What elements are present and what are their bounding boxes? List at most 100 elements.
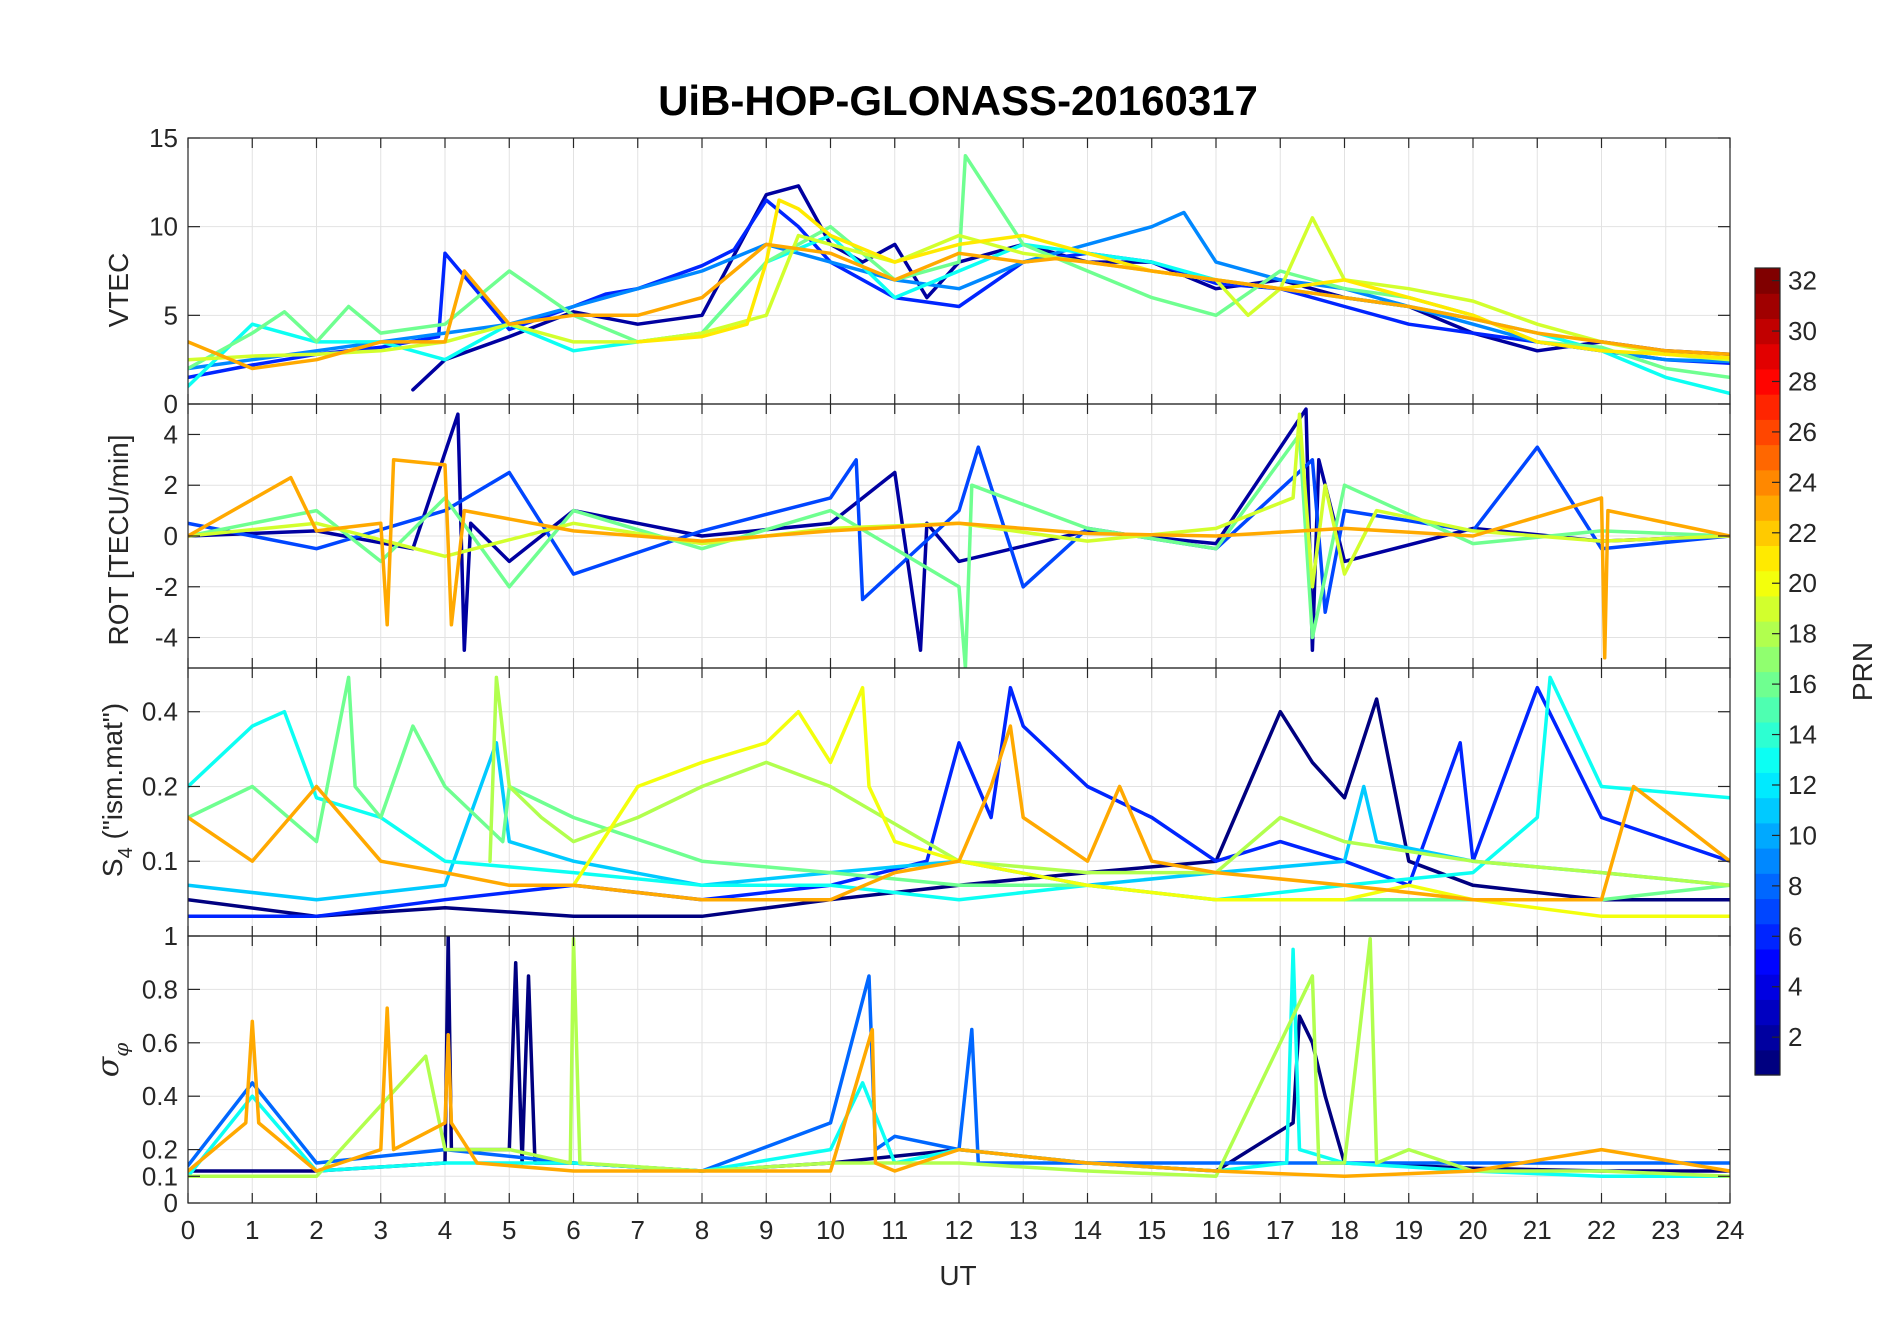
y-tick-label: 0 [164,521,178,551]
y-tick-label: 0.6 [142,1028,178,1058]
y-tick-label: 0.1 [142,846,178,876]
panel-sigma_phi: 00.10.20.40.60.810 1 2 3 4 5 6 7 8 9 10 11 12 13 14 15 1… [91,921,1744,1245]
colorbar-tick-label: 10 [1788,820,1817,850]
y-axis-label: σφ [91,1043,133,1078]
x-tick-label: 7 [631,1215,645,1245]
series-line-prn-2 [411,184,1730,392]
series-line-prn-1 [188,697,1730,919]
colorbar-segment [1755,494,1780,521]
series-group [188,153,1730,396]
series-line-prn-18 [188,936,1730,1179]
y-tick-label: 4 [164,419,178,449]
panel-vtec: 0 5 10 15 VTEC [103,123,1731,419]
y-tick-label: 0.2 [142,771,178,801]
x-tick-label: 4 [438,1215,452,1245]
series-line-prn-19 [188,216,1730,362]
panel-s4: 0.1 0.2 0.4S4 ("ism.mat") [97,667,1731,937]
x-tick-label: 8 [695,1215,709,1245]
x-tick-label: 1 [245,1215,259,1245]
x-tick-label: 17 [1266,1215,1295,1245]
colorbar-segment [1755,797,1780,824]
colorbar-tick-label: 18 [1788,619,1817,649]
series-line-prn-23 [188,724,1730,902]
colorbar-segment [1755,747,1780,773]
y-tick-label: 2 [164,470,178,500]
x-tick-label: 13 [1009,1215,1038,1245]
x-tick-label: 21 [1523,1215,1552,1245]
x-tick-label: 5 [502,1215,516,1245]
y-tick-label: 0 [164,389,178,419]
colorbar-segment [1755,848,1780,874]
colorbar-tick-label: 8 [1788,871,1802,901]
x-tick-label: 22 [1587,1215,1616,1245]
x-tick-label: 2 [309,1215,323,1245]
x-tick-label: 20 [1459,1215,1488,1245]
colorbar-segment [1755,545,1780,572]
x-tick-label: 15 [1137,1215,1166,1245]
series-line-prn-9 [188,210,1730,371]
x-tick-label: 9 [759,1215,773,1245]
colorbar-segment [1755,646,1780,673]
x-tick-label: 19 [1394,1215,1423,1245]
colorbar-tick-label: 4 [1788,972,1802,1002]
series-group [188,936,1730,1179]
x-tick-label: 0 [181,1215,195,1245]
y-axis-label: VTEC [103,253,134,328]
series-group [188,675,1730,919]
x-tick-label: 16 [1202,1215,1231,1245]
y-tick-label: -4 [155,623,178,653]
series-line-prn-18 [488,675,1730,888]
colorbar-tick-label: 24 [1788,467,1817,497]
x-tick-label: 12 [945,1215,974,1245]
colorbar-segment [1755,394,1780,420]
colorbar-label: PRN [1847,642,1878,701]
x-tick-label: 18 [1330,1215,1359,1245]
y-tick-label: 0.2 [142,1135,178,1165]
y-axis-label: S4 ("ism.mat") [97,703,137,877]
y-tick-label: 0.4 [142,1081,178,1111]
y-tick-label: 0.4 [142,697,178,727]
colorbar-frame [1754,267,1781,1076]
colorbar-tick-label: 32 [1788,266,1817,296]
colorbar-segment [1755,343,1780,370]
colorbar-segment [1755,293,1780,320]
colorbar-segment [1755,595,1780,622]
colorbar-tick-label: 26 [1788,417,1817,447]
colorbar-segment [1755,696,1780,723]
x-tick-label: 24 [1716,1215,1745,1245]
x-tick-label: 3 [374,1215,388,1245]
colorbar-tick-label: 14 [1788,720,1817,750]
series-line-prn-23 [188,458,1730,660]
series-line-prn-21 [636,198,1730,360]
y-tick-label: 1 [164,921,178,951]
y-tick-label: 0 [164,1188,178,1218]
colorbar-tick-label: 28 [1788,366,1817,396]
x-tick-label: 14 [1073,1215,1102,1245]
x-tick-label: 23 [1651,1215,1680,1245]
x-tick-label: 10 [816,1215,845,1245]
series-line-prn-20 [571,685,1730,919]
series-line-prn-19 [188,412,1730,589]
colorbar-tick-label: 6 [1788,921,1802,951]
colorbar-tick-label: 16 [1788,669,1817,699]
y-tick-label: 15 [149,123,178,153]
series-line-prn-13 [188,675,1730,902]
colorbar-tick-label: 12 [1788,770,1817,800]
colorbar-tick-label: 20 [1788,568,1817,598]
colorbar-segment [1755,999,1780,1026]
figure-title: UiB-HOP-GLONASS-20160317 [658,77,1258,124]
y-tick-label: 0.8 [142,974,178,1004]
colorbar-tick-label: 2 [1788,1022,1802,1052]
x-tick-label: 11 [881,1215,908,1245]
series-line-prn-23 [188,1006,1730,1179]
colorbar-segment [1755,444,1780,471]
y-tick-label: 5 [164,300,178,330]
colorbar-segment [1755,1049,1780,1076]
series-group [188,407,1730,668]
panel-rot: -4 -2 0 2 4 ROT [TECU/min] [103,403,1731,669]
colorbar-tick-label: 30 [1788,316,1817,346]
colorbar-tick-label: 22 [1788,518,1817,548]
